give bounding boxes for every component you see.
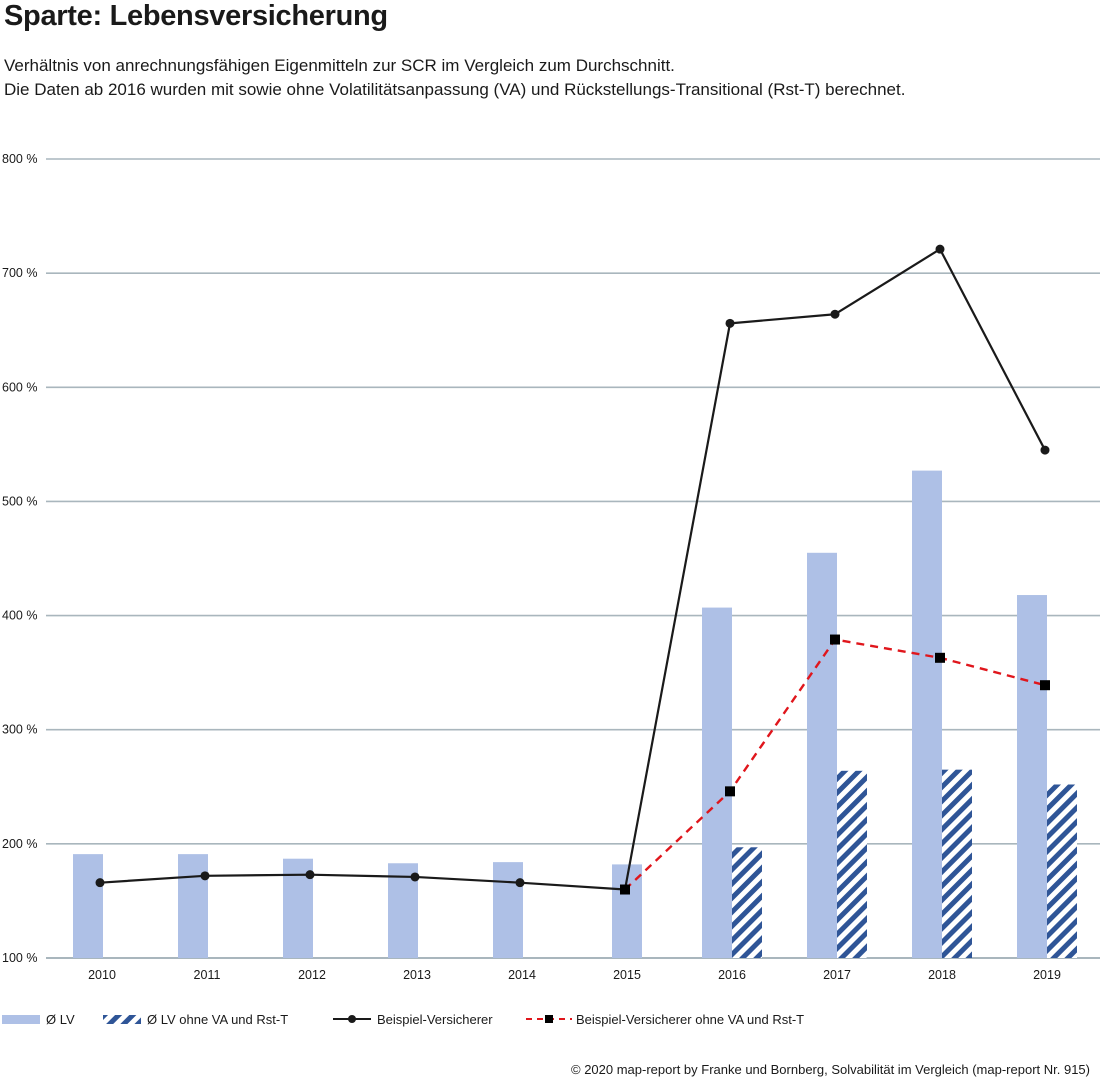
x-tick-label: 2015 (613, 968, 641, 982)
bar (702, 607, 732, 958)
point-beispiel (305, 870, 315, 880)
legend-label-line: Beispiel-Versicherer (377, 1011, 493, 1027)
legend-item-line: Beispiel-Versicherer (333, 1009, 493, 1029)
point-ohne-va (935, 652, 945, 663)
point-beispiel (200, 871, 210, 881)
bar-hatched (837, 770, 867, 958)
bar (1017, 595, 1047, 958)
chart-title: Sparte: Lebensversicherung (4, 0, 388, 32)
point-ohne-va (1040, 680, 1050, 691)
point-beispiel (1040, 445, 1050, 455)
series-line-beispiel (99, 248, 1046, 891)
y-tick-label: 100 % (2, 951, 37, 965)
legend-swatch-dashed-line (526, 1015, 572, 1023)
point-beispiel (95, 878, 105, 888)
point-ohne-va (725, 786, 735, 797)
x-tick-label: 2010 (88, 968, 116, 982)
y-tick-label: 700 % (2, 266, 37, 280)
legend-label-dashed-line: Beispiel-Versicherer ohne VA und Rst-T (576, 1011, 805, 1027)
legend-item-bar: Ø LV (2, 1009, 75, 1029)
x-tick-label: 2013 (403, 968, 431, 982)
bar-hatched (732, 847, 762, 958)
y-tick-label: 500 % (2, 494, 37, 508)
x-tick-label: 2016 (718, 968, 746, 982)
y-tick-label: 800 % (2, 152, 37, 166)
bars (73, 470, 1077, 958)
bar-hatched (1047, 784, 1077, 958)
point-beispiel (935, 244, 945, 254)
lines (95, 244, 1050, 895)
legend-swatch-hatched-bar (103, 1015, 141, 1024)
axis-labels: 100 % 200 % 300 % 400 % 500 % 600 % 700 % 800 %… (2, 152, 1061, 982)
point-beispiel (515, 878, 525, 888)
y-tick-label: 300 % (2, 723, 37, 737)
x-tick-label: 2018 (928, 968, 956, 982)
chart-subtitle-line-1: Verhältnis von anrechnungsfähigen Eigenm… (4, 56, 675, 75)
bar (73, 854, 103, 958)
x-tick-label: 2012 (298, 968, 326, 982)
y-tick-label: 200 % (2, 837, 37, 851)
point-ohne-va (830, 634, 840, 645)
bar-hatched (942, 769, 972, 958)
legend-swatch-line (333, 1015, 371, 1023)
bar (178, 854, 208, 958)
x-tick-label: 2011 (194, 968, 221, 982)
legend-item-dashed-line: Beispiel-Versicherer ohne VA und Rst-T (526, 1009, 804, 1029)
legend-swatch-bar (2, 1015, 40, 1024)
chart-subtitle-line-2: Die Daten ab 2016 wurden mit sowie ohne … (4, 80, 906, 99)
y-tick-label: 600 % (2, 380, 37, 394)
bar (807, 552, 837, 958)
bar (912, 470, 942, 958)
x-tick-label: 2017 (823, 968, 851, 982)
legend-item-hatched-bar: Ø LV ohne VA und Rst-T (103, 1009, 288, 1029)
point-beispiel (830, 309, 840, 319)
x-tick-label: 2014 (508, 968, 536, 982)
bar (493, 862, 523, 958)
point-ohne-va (620, 884, 630, 895)
y-tick-label: 400 % (2, 609, 37, 623)
point-beispiel (410, 872, 420, 882)
point-beispiel (725, 318, 735, 328)
x-tick-label: 2019 (1033, 968, 1061, 982)
source-credit: © 2020 map-report by Franke und Bornberg… (571, 1062, 1090, 1077)
legend: Ø LV Ø LV ohne VA und Rst-T Beispiel-Ver… (0, 1009, 1100, 1029)
chart-plot: 100 % 200 % 300 % 400 % 500 % 600 % 700 % 800 %… (2, 152, 1100, 982)
legend-label-bar: Ø LV (46, 1011, 75, 1027)
legend-label-hatched-bar: Ø LV ohne VA und Rst-T (147, 1011, 289, 1027)
